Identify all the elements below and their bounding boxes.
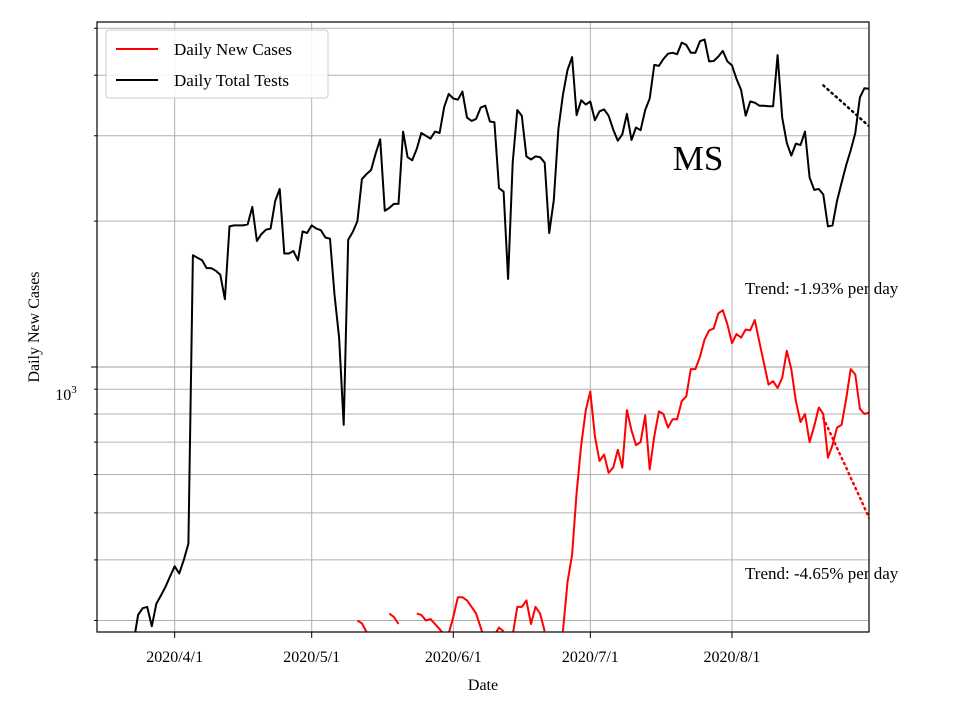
state-label: MS: [673, 139, 724, 178]
grid: [97, 22, 869, 632]
x-axis-label: Date: [468, 677, 498, 694]
legend-label-cases: Daily New Cases: [174, 40, 292, 59]
x-axis: 2020/4/1 2020/5/1 2020/6/1 2020/7/1 2020/8/1: [146, 632, 760, 666]
tests-trend-annotation: Trend: -1.93% per day: [745, 279, 899, 298]
y-axis-label: Daily New Cases: [26, 271, 43, 382]
plot-area: [134, 38, 869, 632]
legend-box: [105, 29, 329, 99]
x-tick-label: 2020/7/1: [562, 649, 619, 666]
axes-frame: [96, 21, 870, 633]
daily-total-tests-line: [134, 38, 869, 632]
x-tick-label: 2020/4/1: [146, 649, 203, 666]
cases-trend-annotation: Trend: -4.65% per day: [745, 564, 899, 583]
cases-trend-line: [822, 416, 869, 521]
legend-label-tests: Daily Total Tests: [174, 71, 289, 90]
x-tick-label: 2020/5/1: [283, 649, 340, 666]
daily-new-cases-line: [356, 309, 869, 632]
legend: Daily New Cases Daily Total Tests: [105, 29, 329, 99]
y-tick-label: 103: [55, 384, 77, 404]
x-tick-label: 2020/8/1: [704, 649, 761, 666]
x-tick-label: 2020/6/1: [425, 649, 482, 666]
y-axis: 103: [55, 27, 97, 621]
tests-trend-line: [822, 84, 869, 128]
